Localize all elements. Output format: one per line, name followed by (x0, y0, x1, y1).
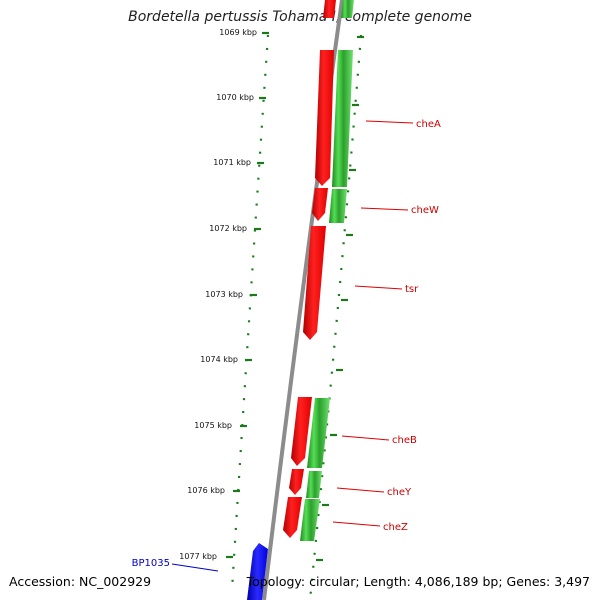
gene-green-3[interactable] (307, 398, 330, 468)
major-ticks (226, 31, 364, 562)
ruler-label: 1072 kbp (209, 224, 247, 233)
gene-label-cheY[interactable]: cheY (387, 487, 412, 498)
gene-cheA-arrow[interactable] (315, 50, 334, 186)
gene-cheZ-arrow[interactable] (283, 497, 302, 538)
gene-green-4[interactable] (306, 471, 322, 498)
gene-top-partial-green[interactable] (341, 0, 354, 18)
gene-cheY-arrow[interactable] (289, 469, 304, 495)
gene-top-partial-red[interactable] (323, 0, 336, 18)
gene-green-2[interactable] (329, 189, 347, 223)
ruler-label: 1074 kbp (200, 355, 238, 364)
gene-label-BP1035[interactable]: BP1035 (132, 558, 170, 569)
gene-label-cheZ[interactable]: cheZ (383, 522, 408, 533)
gene-green-5[interactable] (300, 499, 320, 541)
ruler-label: 1076 kbp (187, 486, 225, 495)
leader-cheZ (332, 521, 381, 527)
ruler-labels: 1069 kbp 1070 kbp 1071 kbp 1072 kbp 1073 kbp… (179, 28, 257, 561)
gene-label-cheB[interactable]: cheB (392, 435, 417, 446)
accession-text: Accession: NC_002929 (9, 574, 152, 589)
ruler-dots-right (308, 34, 363, 600)
ruler-label: 1070 kbp (216, 93, 254, 102)
leader-cheY (336, 487, 385, 493)
gene-labels: cheA cheW tsr cheB cheY cheZ BP1035 (132, 119, 441, 569)
leader-cheW (360, 207, 409, 211)
gene-BP1035-arrow[interactable] (247, 543, 268, 600)
gene-label-cheW[interactable]: cheW (411, 205, 439, 216)
leader-BP1035 (171, 563, 219, 572)
leader-cheB (341, 435, 390, 441)
map-title: Bordetella pertussis Tohama I, complete … (128, 9, 472, 25)
gene-cheB-arrow[interactable] (291, 397, 312, 466)
ruler-label: 1073 kbp (205, 290, 243, 299)
ruler-dots-left (230, 34, 270, 591)
leader-cheA (365, 120, 414, 124)
gene-label-cheA[interactable]: cheA (416, 119, 441, 130)
genome-summary-text: Topology: circular; Length: 4,086,189 bp… (246, 574, 590, 589)
gene-green-1[interactable] (332, 50, 353, 187)
ruler-label: 1075 kbp (194, 421, 232, 430)
gene-label-tsr[interactable]: tsr (405, 284, 419, 295)
ruler-label: 1077 kbp (179, 552, 217, 561)
leader-tsr (354, 285, 403, 290)
ruler-label: 1071 kbp (213, 158, 251, 167)
gene-cheW-arrow[interactable] (312, 188, 328, 221)
ruler-label: 1069 kbp (219, 28, 257, 37)
gene-tsr-arrow[interactable] (303, 226, 326, 340)
